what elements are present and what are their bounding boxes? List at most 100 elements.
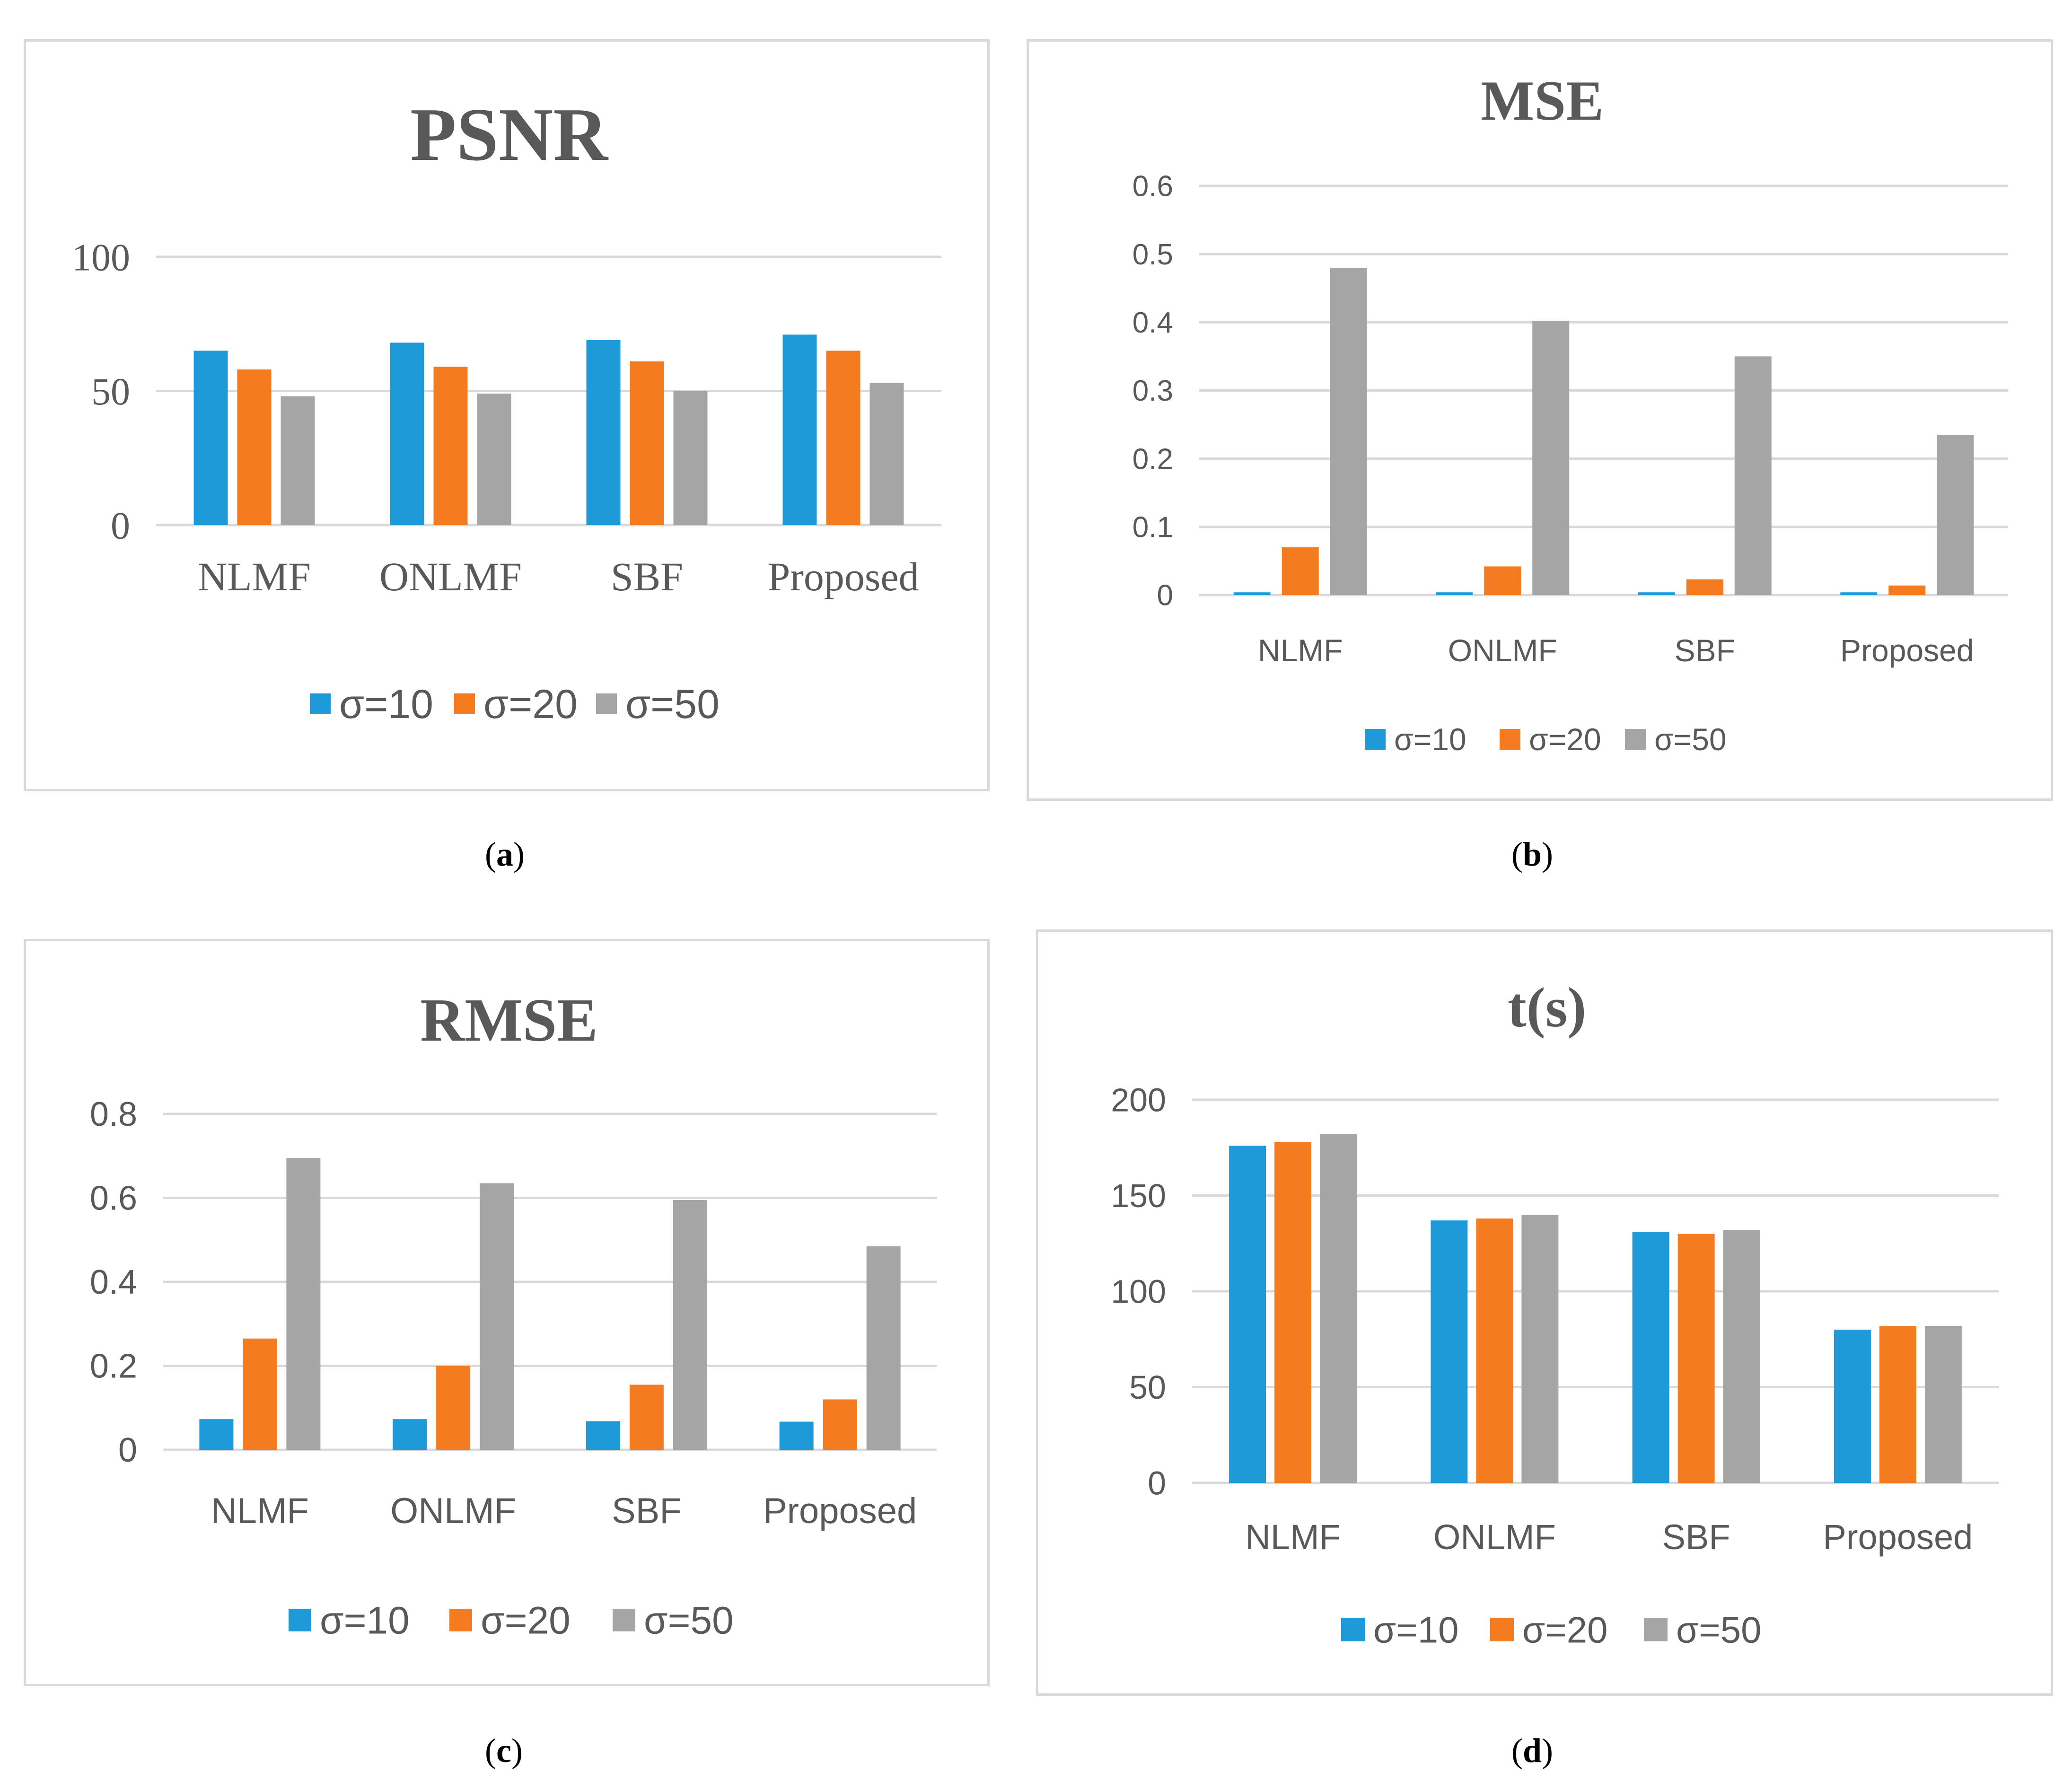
x-category-label: ONLMF [1433, 1517, 1556, 1557]
legend-label: σ=50 [1654, 722, 1727, 757]
bar-nlmf-s0 [199, 1419, 234, 1450]
x-category-label: SBF [611, 554, 683, 599]
x-category-label: NLMF [211, 1491, 309, 1531]
bar-nlmf-s0 [193, 351, 228, 525]
bar-sbf-s2 [1734, 356, 1772, 595]
bar-sbf-s1 [630, 361, 664, 525]
bar-nlmf-s1 [1282, 547, 1319, 595]
y-tick-label: 0.6 [1133, 170, 1173, 203]
bar-sbf-s1 [629, 1385, 664, 1450]
bar-onlmf-s1 [433, 367, 468, 525]
bar-proposed-s0 [779, 1421, 814, 1450]
legend-swatch [613, 1609, 635, 1631]
x-category-label: SBF [1662, 1517, 1730, 1557]
x-category-label: NLMF [198, 554, 311, 599]
bar-proposed-s0 [1834, 1330, 1871, 1483]
bar-proposed-s0 [1840, 592, 1878, 595]
bar-proposed-s1 [1888, 585, 1926, 595]
bar-nlmf-s2 [281, 396, 315, 525]
chart-title: t(s) [1508, 976, 1587, 1039]
chart-panel-psnr: PSNR 0 50 100 NLMF ONLMF SBF Proposed σ=10 σ=20 σ=… [24, 39, 990, 791]
y-tick-label: 0.2 [1133, 443, 1173, 475]
legend-swatch [454, 693, 475, 714]
bar-sbf-s0 [586, 1421, 620, 1450]
x-category-label: ONLMF [390, 1491, 516, 1531]
y-tick-label: 0.3 [1133, 375, 1173, 407]
chart-title: MSE [1481, 69, 1604, 132]
y-tick-label: 100 [1111, 1273, 1166, 1310]
x-category-label: ONLMF [379, 554, 522, 599]
bar-nlmf-s2 [286, 1158, 321, 1450]
bar-onlmf-s1 [1484, 566, 1521, 595]
legend-label: σ=50 [1676, 1609, 1761, 1650]
bar-onlmf-s0 [1436, 592, 1473, 595]
x-category-label: SBF [612, 1491, 682, 1531]
bar-proposed-s2 [869, 383, 904, 525]
bar-nlmf-s1 [237, 369, 272, 525]
bar-onlmf-s2 [477, 394, 511, 525]
legend-swatch [1341, 1618, 1365, 1641]
caption-a: (a) [485, 835, 525, 873]
psnr-chart-svg: PSNR 0 50 100 NLMF ONLMF SBF Proposed σ=10 σ=20 σ=… [72, 92, 941, 727]
y-tick-label: 0.2 [90, 1348, 137, 1385]
bar-onlmf-s0 [390, 342, 424, 525]
bar-proposed-s1 [823, 1399, 857, 1450]
bar-nlmf-s0 [1233, 592, 1271, 595]
legend-swatch [289, 1609, 311, 1631]
legend-label: σ=10 [1373, 1609, 1458, 1650]
x-category-label: Proposed [1840, 633, 1974, 668]
y-tick-label: 0.4 [1133, 307, 1173, 339]
chart-title: PSNR [410, 92, 608, 176]
y-tick-label: 50 [1129, 1369, 1166, 1406]
chart-panel-rmse: RMSE 0 0.2 0.4 0.6 0.8 NLMF ONLMF SBF Proposed σ=1… [24, 939, 990, 1686]
y-tick-label: 0 [118, 1431, 137, 1469]
bar-proposed-s2 [866, 1246, 901, 1450]
x-category-label: ONLMF [1448, 633, 1557, 668]
y-tick-label: 0.6 [90, 1180, 137, 1218]
legend-swatch [1644, 1618, 1668, 1641]
legend-label: σ=20 [481, 1599, 571, 1642]
legend-swatch [449, 1609, 472, 1631]
bar-sbf-s2 [673, 1200, 707, 1450]
bar-nlmf-s0 [1229, 1146, 1266, 1483]
bar-nlmf-s2 [1330, 268, 1367, 595]
x-category-label: SBF [1675, 633, 1735, 668]
y-tick-label: 50 [91, 370, 130, 413]
y-tick-label: 100 [72, 236, 130, 279]
bar-proposed-s0 [782, 334, 817, 525]
legend-label: σ=20 [1522, 1609, 1607, 1650]
legend-swatch [310, 693, 331, 714]
caption-c: (c) [485, 1732, 523, 1770]
y-tick-label: 200 [1111, 1082, 1166, 1119]
legend-label: σ=50 [644, 1599, 734, 1642]
bar-sbf-s0 [586, 340, 621, 525]
bar-onlmf-s2 [1521, 1215, 1559, 1483]
bar-onlmf-s0 [1431, 1220, 1468, 1483]
y-tick-label: 0.8 [90, 1095, 137, 1133]
y-tick-label: 0.4 [90, 1263, 137, 1301]
rmse-chart-svg: RMSE 0 0.2 0.4 0.6 0.8 NLMF ONLMF SBF Proposed σ=1… [90, 986, 937, 1642]
legend-label: σ=20 [483, 682, 578, 727]
y-tick-label: 0 [111, 504, 130, 547]
bar-onlmf-s2 [1532, 321, 1570, 595]
legend-swatch [1500, 729, 1520, 750]
chart-panel-mse: MSE 0 0.1 0.2 0.3 0.4 0.5 0.6 NLMF ONLMF SBF Propos… [1027, 39, 2053, 801]
bar-proposed-s2 [1937, 435, 1974, 595]
bar-onlmf-s2 [480, 1183, 514, 1450]
time-chart-svg: t(s) 0 50 100 150 200 NLMF ONLMF SBF Proposed σ=10… [1111, 976, 1999, 1650]
bar-sbf-s2 [1723, 1230, 1760, 1483]
legend-label: σ=10 [339, 682, 433, 727]
legend-swatch [1490, 1618, 1514, 1641]
x-category-label: Proposed [763, 1491, 917, 1531]
legend-label: σ=10 [1394, 722, 1466, 757]
bar-nlmf-s1 [1274, 1142, 1312, 1483]
y-tick-label: 0.1 [1133, 511, 1173, 544]
bar-nlmf-s2 [1320, 1134, 1357, 1483]
bar-onlmf-s1 [436, 1366, 471, 1450]
legend-label: σ=20 [1529, 722, 1601, 757]
x-category-label: NLMF [1245, 1517, 1340, 1557]
x-category-label: Proposed [1823, 1517, 1973, 1557]
caption-d: (d) [1511, 1732, 1554, 1770]
y-tick-label: 150 [1111, 1177, 1166, 1214]
legend-swatch [1625, 729, 1646, 750]
